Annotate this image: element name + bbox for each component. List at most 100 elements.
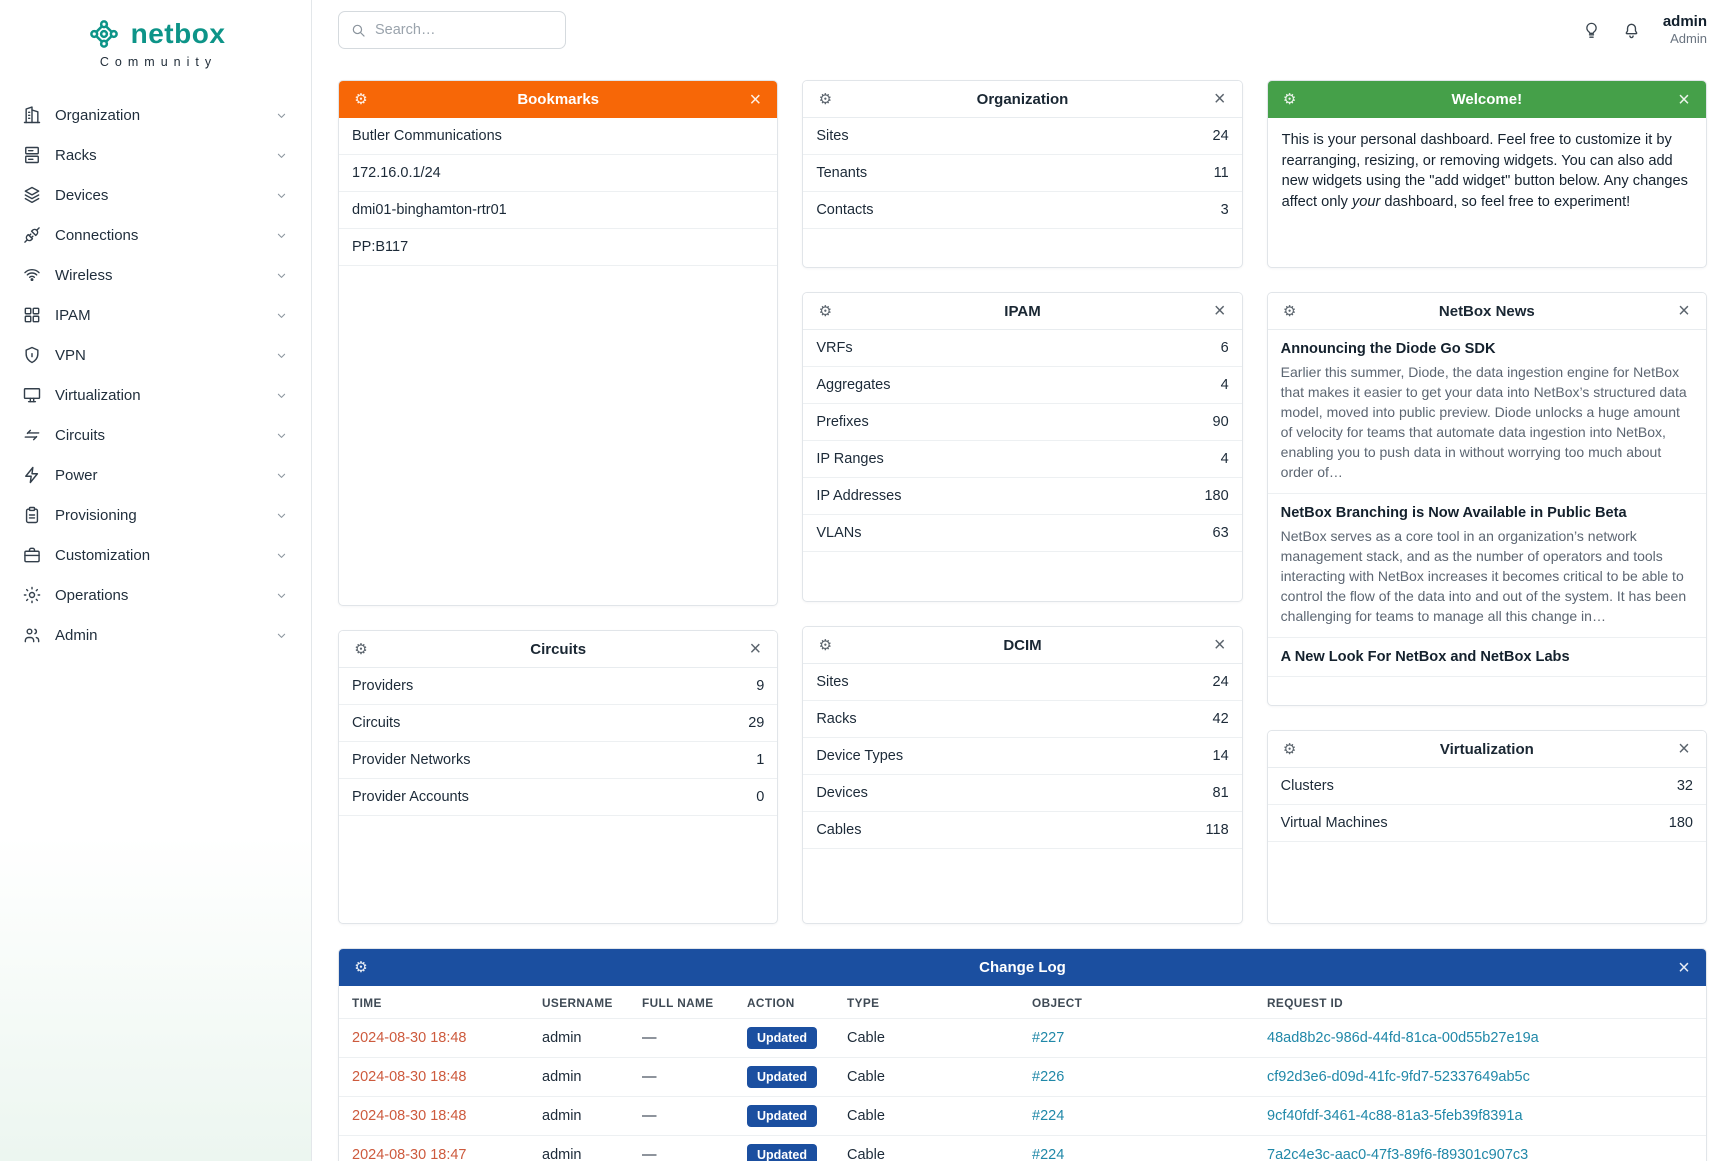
widget-config-button[interactable]: ⚙ xyxy=(348,636,374,662)
stat-row-cables[interactable]: Cables 118 xyxy=(803,812,1242,849)
netbox-logo-icon xyxy=(86,16,122,52)
bookmark-link[interactable]: 172.16.0.1/24 xyxy=(339,155,778,192)
changelog-object-link[interactable]: #224 xyxy=(1032,1108,1065,1124)
changelog-time-link[interactable]: 2024-08-30 18:47 xyxy=(352,1147,467,1161)
bookmark-link[interactable]: PP:B117 xyxy=(339,229,778,266)
changelog-request-link[interactable]: 7a2c4e3c-aac0-47f3-89f6-f89301c907c3 xyxy=(1267,1147,1529,1161)
changelog-object-link[interactable]: #227 xyxy=(1032,1030,1065,1046)
changelog-username: admin xyxy=(529,1057,629,1097)
stat-value: 180 xyxy=(1668,815,1693,831)
news-headline-link[interactable]: A New Look For NetBox and NetBox Labs xyxy=(1280,649,1570,666)
sidebar-item-wireless[interactable]: Wireless xyxy=(12,255,299,295)
close-icon: × xyxy=(1678,300,1690,322)
sidebar-item-vpn[interactable]: VPN xyxy=(12,335,299,375)
sidebar-item-customization[interactable]: Customization xyxy=(12,535,299,575)
stat-row-clusters[interactable]: Clusters 32 xyxy=(1267,768,1706,805)
stat-row-vrfs[interactable]: VRFs 6 xyxy=(803,330,1242,367)
changelog-time-link[interactable]: 2024-08-30 18:48 xyxy=(352,1108,467,1124)
sidebar-item-provisioning[interactable]: Provisioning xyxy=(12,495,299,535)
bookmark-link[interactable]: Butler Communications xyxy=(339,118,778,155)
admin-icon xyxy=(22,625,42,645)
stat-row-circuits[interactable]: Circuits 29 xyxy=(339,705,778,742)
widget-config-button[interactable]: ⚙ xyxy=(348,87,374,113)
brand[interactable]: netbox Community xyxy=(0,16,311,69)
widget-close-button[interactable]: × xyxy=(1671,955,1697,981)
widget-config-button[interactable]: ⚙ xyxy=(1277,298,1303,324)
sidebar-item-admin[interactable]: Admin xyxy=(12,615,299,655)
changelog-row: 2024-08-30 18:48 admin — Updated Cable #224 9c… xyxy=(339,1096,1706,1136)
changelog-object-link[interactable]: #224 xyxy=(1032,1147,1065,1161)
chevron-down-icon xyxy=(274,628,289,643)
changelog-request-link[interactable]: cf92d3e6-d09d-41fc-9fd7-52337649ab5c xyxy=(1267,1069,1530,1085)
widget-config-button[interactable]: ⚙ xyxy=(1277,87,1303,113)
action-badge: Updated xyxy=(747,1144,817,1161)
stat-row-ip-addresses[interactable]: IP Addresses 180 xyxy=(803,478,1242,515)
sidebar-item-organization[interactable]: Organization xyxy=(12,95,299,135)
widget-close-button[interactable]: × xyxy=(742,636,768,662)
notifications-button[interactable] xyxy=(1615,14,1649,46)
bookmark-link[interactable]: dmi01-binghamton-rtr01 xyxy=(339,192,778,229)
bell-icon xyxy=(1622,21,1641,40)
gear-icon: ⚙ xyxy=(354,90,368,108)
organization-stats: Sites 24 Tenants 11 Contacts 3 xyxy=(803,118,1242,267)
widget-config-button[interactable]: ⚙ xyxy=(812,298,838,324)
stat-row-providers[interactable]: Providers 9 xyxy=(339,668,778,705)
widget-close-button[interactable]: × xyxy=(1207,298,1233,324)
widget-close-button[interactable]: × xyxy=(1671,87,1697,113)
stat-row-device-types[interactable]: Device Types 14 xyxy=(803,738,1242,775)
theme-toggle-button[interactable] xyxy=(1575,14,1609,46)
lightbulb-icon xyxy=(1582,21,1601,40)
stat-row-devices[interactable]: Devices 81 xyxy=(803,775,1242,812)
stat-row-sites[interactable]: Sites 24 xyxy=(803,118,1242,155)
stat-value: 24 xyxy=(1212,128,1229,144)
sidebar-item-circuits[interactable]: Circuits xyxy=(12,415,299,455)
stat-row-virtual-machines[interactable]: Virtual Machines 180 xyxy=(1267,805,1706,842)
changelog-time-link[interactable]: 2024-08-30 18:48 xyxy=(352,1030,467,1046)
news-headline-link[interactable]: Announcing the Diode Go SDK xyxy=(1280,341,1496,357)
ipam-stats: VRFs 6 Aggregates 4 Prefixes 90 IP Ranges 4 IP A… xyxy=(803,330,1242,601)
chevron-down-icon xyxy=(274,388,289,403)
widget-config-button[interactable]: ⚙ xyxy=(812,632,838,658)
widget-close-button[interactable]: × xyxy=(742,87,768,113)
sidebar: netbox Community Organization Racks Device… xyxy=(0,0,312,1161)
widget-title: DCIM xyxy=(1003,636,1042,654)
stat-row-tenants[interactable]: Tenants 11 xyxy=(803,155,1242,192)
sidebar-item-ipam[interactable]: IPAM xyxy=(12,295,299,335)
stat-label: Contacts xyxy=(816,202,874,218)
stat-label: VRFs xyxy=(816,340,853,356)
sidebar-item-operations[interactable]: Operations xyxy=(12,575,299,615)
sidebar-item-virtualization[interactable]: Virtualization xyxy=(12,375,299,415)
widget-config-button[interactable]: ⚙ xyxy=(812,86,838,112)
stat-row-provider-accounts[interactable]: Provider Accounts 0 xyxy=(339,779,778,816)
dashboard-grid: ⚙ Bookmarks × Butler Communications 172.1… xyxy=(338,60,1707,924)
widget-close-button[interactable]: × xyxy=(1207,632,1233,658)
chevron-down-icon xyxy=(274,508,289,523)
changelog-request-link[interactable]: 9cf40fdf-3461-4c88-81a3-5feb39f8391a xyxy=(1267,1108,1523,1124)
changelog-request-link[interactable]: 48ad8b2c-986d-44fd-81ca-00d55b27e19a xyxy=(1267,1030,1539,1046)
stat-row-racks[interactable]: Racks 42 xyxy=(803,701,1242,738)
widget-title: Change Log xyxy=(979,959,1066,976)
widget-close-button[interactable]: × xyxy=(1671,736,1697,762)
stat-row-sites[interactable]: Sites 24 xyxy=(803,664,1242,701)
news-headline-link[interactable]: NetBox Branching is Now Available in Pub… xyxy=(1280,505,1627,522)
stat-row-contacts[interactable]: Contacts 3 xyxy=(803,192,1242,229)
chevron-down-icon xyxy=(274,548,289,563)
stat-row-prefixes[interactable]: Prefixes 90 xyxy=(803,404,1242,441)
stat-row-provider-networks[interactable]: Provider Networks 1 xyxy=(339,742,778,779)
search-input[interactable] xyxy=(375,22,554,38)
stat-row-ip-ranges[interactable]: IP Ranges 4 xyxy=(803,441,1242,478)
stat-row-vlans[interactable]: VLANs 63 xyxy=(803,515,1242,552)
stat-row-aggregates[interactable]: Aggregates 4 xyxy=(803,367,1242,404)
changelog-object-link[interactable]: #226 xyxy=(1032,1069,1065,1085)
widget-config-button[interactable]: ⚙ xyxy=(348,955,374,981)
widget-close-button[interactable]: × xyxy=(1671,298,1697,324)
stat-value: 180 xyxy=(1204,488,1229,504)
user-menu[interactable]: admin Admin xyxy=(1663,13,1707,48)
changelog-time-link[interactable]: 2024-08-30 18:48 xyxy=(352,1069,467,1085)
sidebar-item-power[interactable]: Power xyxy=(12,455,299,495)
sidebar-item-racks[interactable]: Racks xyxy=(12,135,299,175)
sidebar-item-connections[interactable]: Connections xyxy=(12,215,299,255)
sidebar-item-devices[interactable]: Devices xyxy=(12,175,299,215)
widget-config-button[interactable]: ⚙ xyxy=(1277,736,1303,762)
widget-close-button[interactable]: × xyxy=(1207,86,1233,112)
